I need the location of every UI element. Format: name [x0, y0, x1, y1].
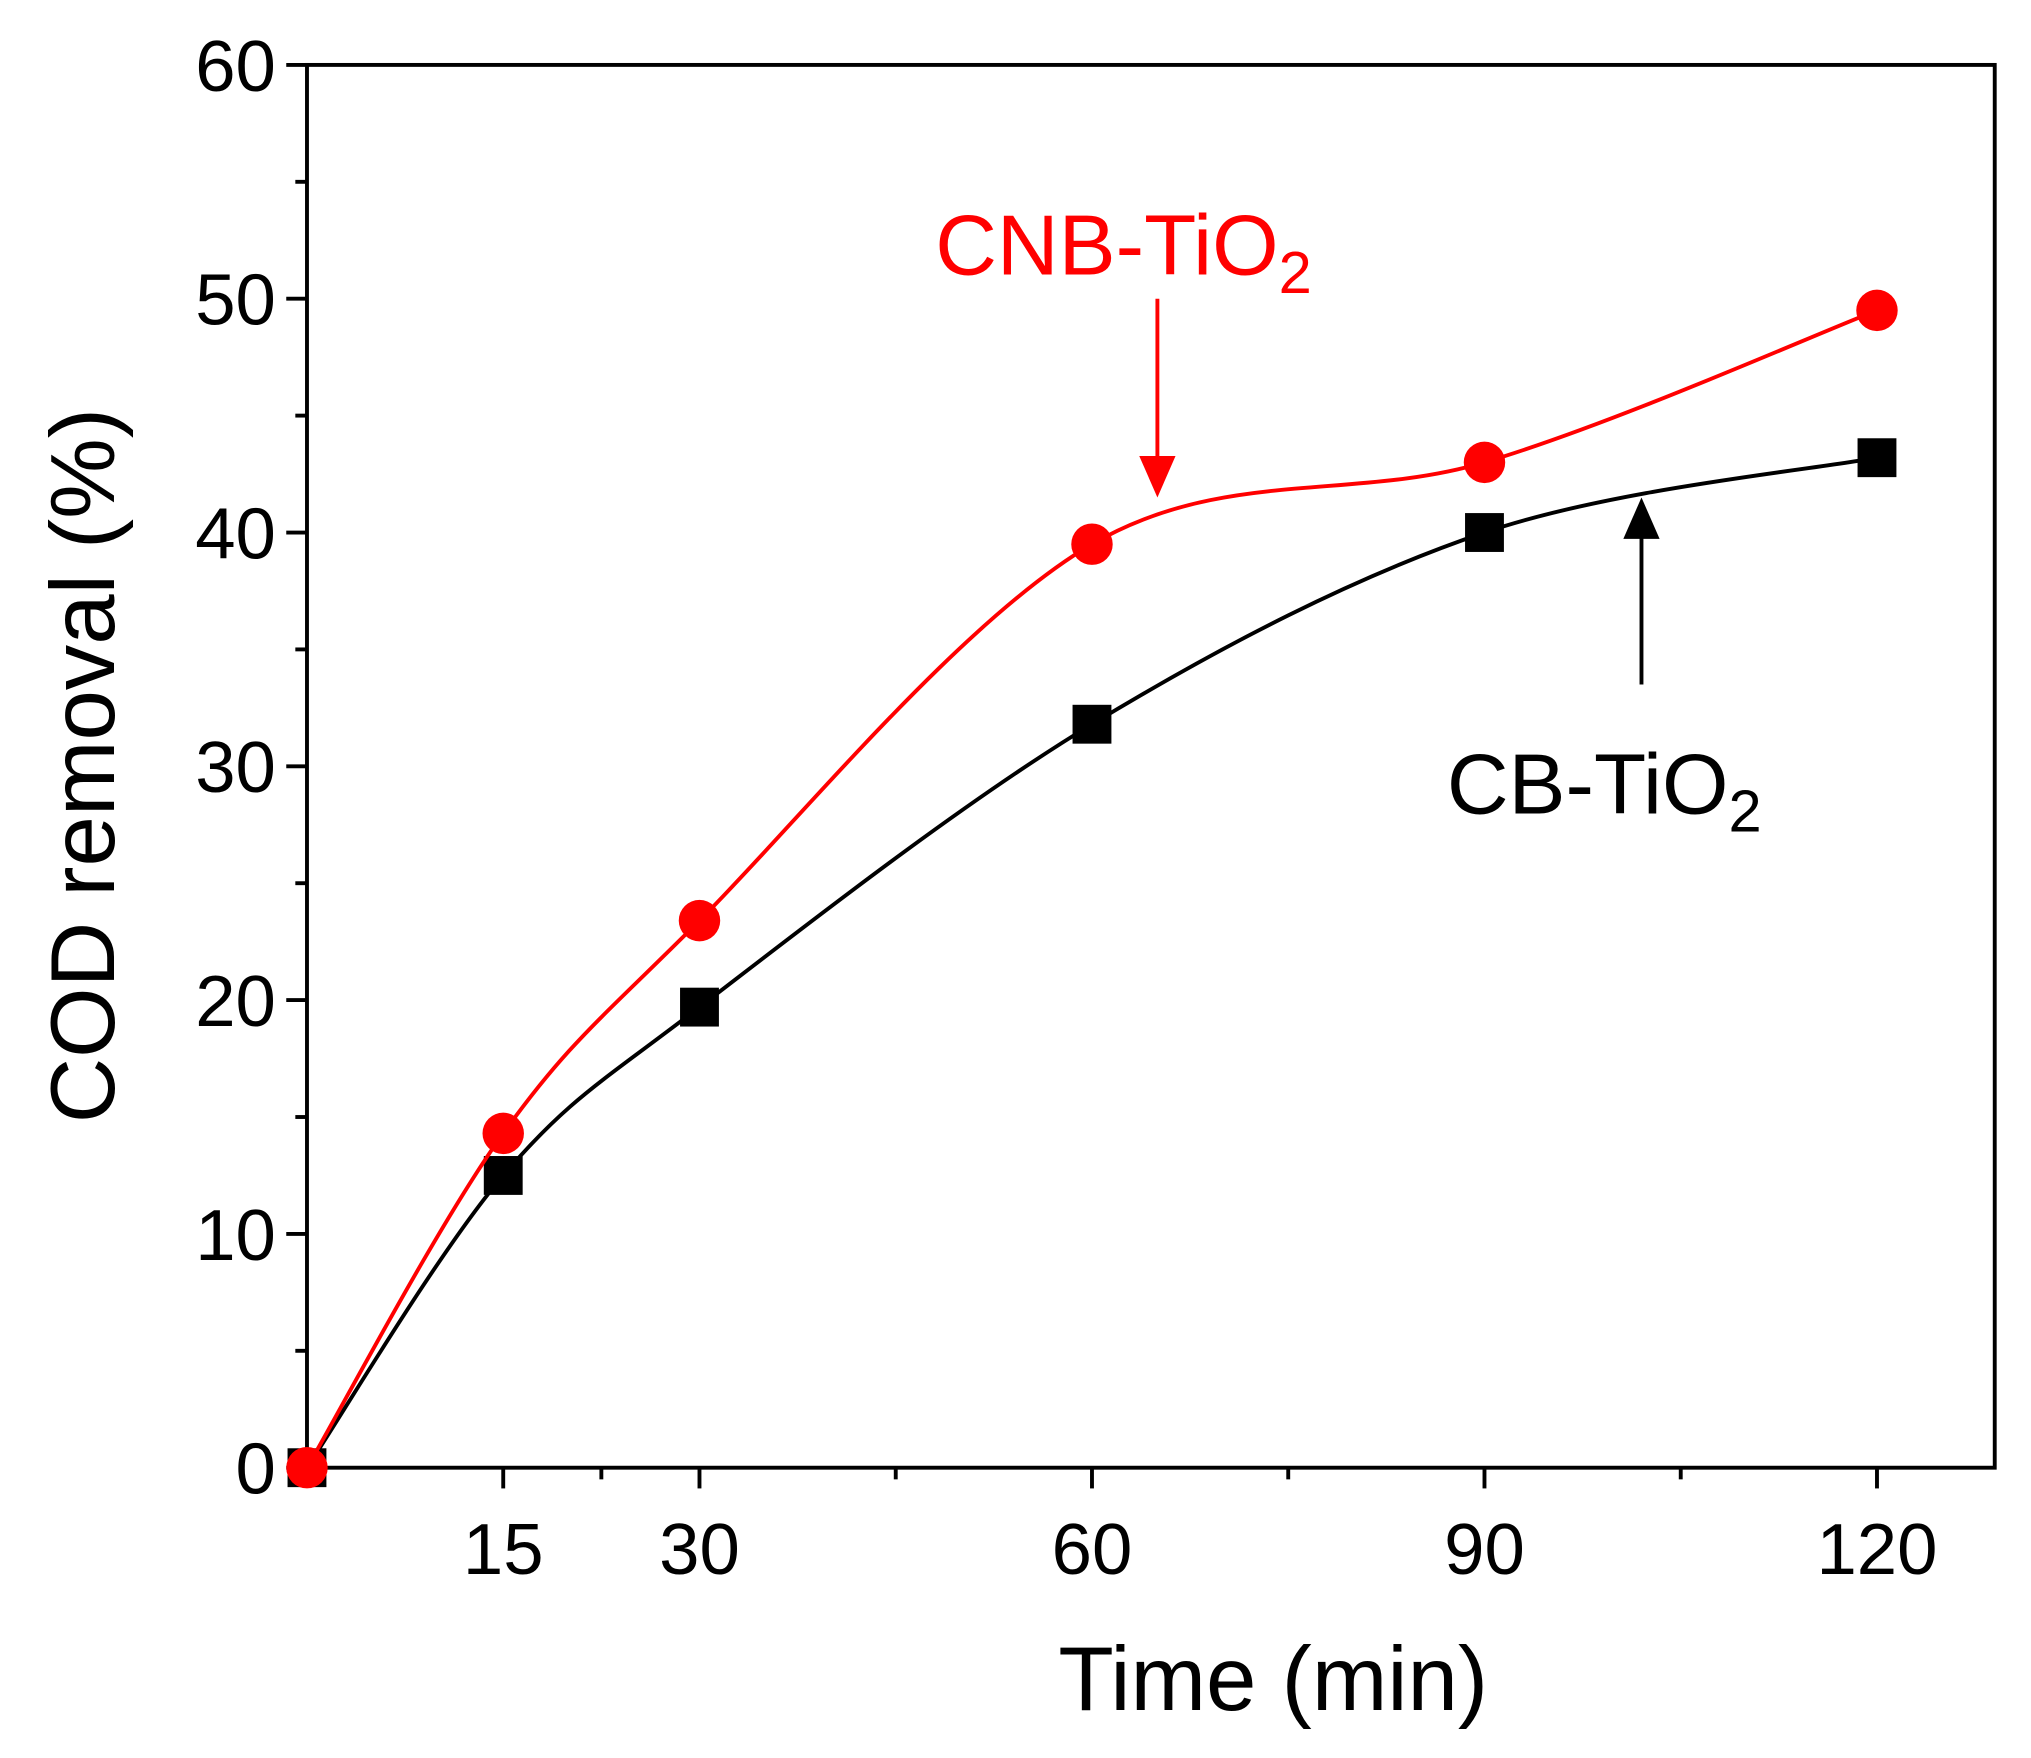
y-tick-label: 40: [195, 493, 276, 574]
y-axis-title: COD removal (%): [33, 408, 134, 1123]
series-line-cnb-tio2: [305, 308, 1878, 1469]
data-point-cnb-tio2: [482, 1112, 524, 1155]
data-point-cnb-tio2: [678, 899, 721, 942]
y-tick-label: 10: [195, 1195, 276, 1276]
data-point-cb-tio2: [1072, 704, 1112, 744]
series-group: [286, 289, 1898, 1489]
annotation-arrowhead: [1623, 497, 1660, 539]
y-tick-label: 60: [195, 26, 276, 107]
y-tick-label: 0: [236, 1429, 276, 1510]
series-label-cnb-tio2: CNB-TiO2: [935, 199, 1312, 306]
data-point-cnb-tio2: [1071, 523, 1113, 565]
series-label-cb-tio2: CB-TiO2: [1447, 738, 1762, 845]
x-tick-label: 30: [659, 1509, 740, 1590]
y-tick-label: 20: [195, 961, 276, 1042]
x-tick-label: 90: [1444, 1509, 1525, 1590]
data-point-cnb-tio2: [286, 1446, 328, 1489]
data-point-cb-tio2: [483, 1156, 523, 1195]
annotation-arrowhead: [1139, 455, 1176, 498]
y-tick-label: 30: [195, 727, 276, 808]
x-axis-title: Time (min): [1058, 1629, 1488, 1730]
x-tick-label: 120: [1816, 1509, 1937, 1590]
data-point-cb-tio2: [1465, 513, 1504, 552]
data-point-cb-tio2: [680, 987, 719, 1027]
x-tick-label: 60: [1052, 1509, 1133, 1590]
x-tick-label: 15: [463, 1509, 544, 1590]
axes: 15 30 60 90 120 0 10 20 30 40 50 60: [195, 26, 1997, 1590]
y-tick-label: 50: [195, 260, 276, 341]
series-line-cb-tio2: [305, 455, 1878, 1469]
data-point-cnb-tio2: [1856, 289, 1898, 332]
data-point-cnb-tio2: [1463, 441, 1506, 484]
data-point-cb-tio2: [1857, 438, 1897, 478]
annotations: CNB-TiO2 CB-TiO2: [935, 199, 1761, 845]
